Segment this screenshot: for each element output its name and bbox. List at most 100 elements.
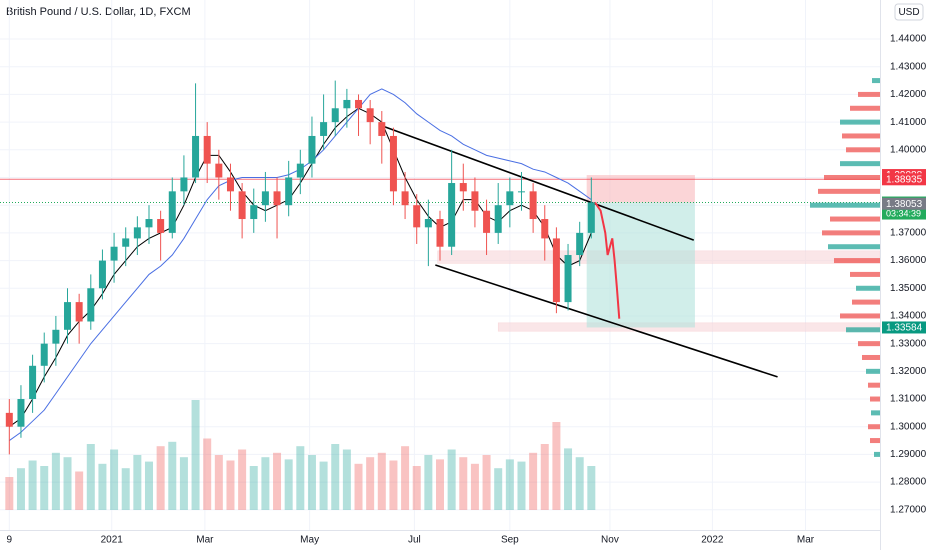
y-tick-label: 1.27000 [890, 504, 927, 515]
y-tick-label: 1.42000 [890, 89, 927, 100]
volume-bar [179, 457, 188, 510]
volume-bar [191, 400, 200, 510]
volume-bar [447, 449, 456, 510]
volume-bar [587, 466, 596, 510]
volume-bar [51, 452, 60, 510]
volume-profile-bar [824, 174, 880, 180]
candle-body [343, 99, 351, 109]
candle-body [17, 399, 25, 427]
volume-bar [16, 468, 25, 510]
candle-body [378, 122, 386, 136]
y-tick-label: 1.31000 [890, 394, 927, 405]
candle-body [576, 232, 584, 256]
y-tick-label: 1.34000 [890, 311, 927, 322]
candle-body [506, 191, 514, 206]
volume-bar [156, 446, 165, 510]
candle-body [413, 205, 421, 228]
candle-body [273, 191, 281, 206]
volume-bar [505, 459, 514, 510]
y-tick-label: 1.43000 [890, 61, 927, 72]
volume-bar [75, 471, 84, 510]
candle-body [29, 365, 37, 400]
volume-profile-bar [846, 147, 880, 153]
x-tick-label: 2021 [101, 535, 124, 546]
candle-body [215, 163, 223, 178]
volume-bar [307, 455, 316, 510]
volume-bar [168, 441, 177, 510]
volume-profile-bar [810, 202, 880, 208]
timer: 03:34:39 [886, 208, 921, 218]
volume-bar [86, 444, 95, 510]
timer-bg [882, 208, 926, 220]
volume-bar [331, 444, 340, 510]
volume-profile-bar [822, 230, 880, 236]
volume-profile-bar [818, 188, 880, 194]
volume-bar [5, 477, 14, 510]
price-label-bg [882, 321, 926, 334]
volume-bar [133, 455, 142, 510]
y-tick-label: 1.44000 [890, 34, 927, 45]
volume-profile-bar [870, 438, 880, 444]
volume-bar [529, 452, 538, 510]
y-tick-label: 1.29000 [890, 449, 927, 460]
volume-profile-bar [840, 119, 880, 125]
x-tick-label: 9 [7, 535, 13, 546]
x-tick-label: Mar [797, 535, 815, 546]
candle-body [192, 135, 200, 178]
candle-body [64, 302, 72, 330]
y-tick-label: 1.37000 [890, 228, 927, 239]
volume-profile-bar [834, 258, 880, 264]
volume-profile-bar [870, 396, 880, 402]
volume-profile-bar [868, 424, 880, 430]
projection [594, 201, 621, 319]
candle-body [98, 260, 106, 289]
candle-body [587, 202, 595, 233]
candle-body [52, 329, 60, 344]
x-tick-label: Nov [601, 535, 619, 546]
volume-profile-bar [842, 133, 880, 139]
volume-bar [98, 463, 107, 510]
volume-bar [342, 449, 351, 510]
volume-bar [494, 468, 503, 510]
candle-body [366, 108, 374, 123]
y-tick-label: 1.36000 [890, 255, 927, 266]
candle-body [168, 191, 176, 233]
candle-body [308, 135, 316, 164]
y-tick-label: 1.33000 [890, 338, 927, 349]
currency-box[interactable] [894, 3, 924, 21]
volume-profile-bar [866, 368, 880, 374]
volume-profile-bar [858, 91, 880, 97]
candle-body [5, 412, 13, 427]
volume-profile-bar [840, 313, 880, 319]
price-label-bg [882, 197, 926, 210]
candle-body [471, 191, 479, 211]
candle-body [401, 191, 409, 206]
volume-bar [482, 455, 491, 510]
volume-profile-bar [840, 161, 880, 167]
candle-body [133, 227, 141, 239]
y-tick-label: 1.30000 [890, 421, 927, 432]
volume-bar [436, 459, 444, 510]
candle-body [541, 219, 549, 239]
target-zone [586, 202, 695, 328]
candle-body [203, 135, 211, 164]
y-tick-label: 1.35000 [890, 283, 927, 294]
volume-bar [226, 460, 235, 510]
candle-body [320, 122, 328, 136]
volume-profile-bar [846, 327, 880, 333]
volume-bar [284, 459, 293, 510]
candle-body [494, 205, 502, 233]
currency[interactable]: USD [898, 7, 919, 18]
candle-body [157, 219, 165, 233]
volume-profile-bar [830, 216, 880, 222]
volume-bar [28, 460, 37, 510]
volume-bar [401, 446, 410, 510]
volume-profile-bar [868, 382, 880, 388]
volume-bar [517, 461, 526, 510]
x-tick-label: Jul [408, 535, 421, 546]
volume-bar [412, 466, 421, 510]
candle-body [517, 191, 525, 193]
chart-title: British Pound / U.S. Dollar, 1D, FXCM [6, 6, 191, 18]
volume-bar [389, 460, 398, 510]
